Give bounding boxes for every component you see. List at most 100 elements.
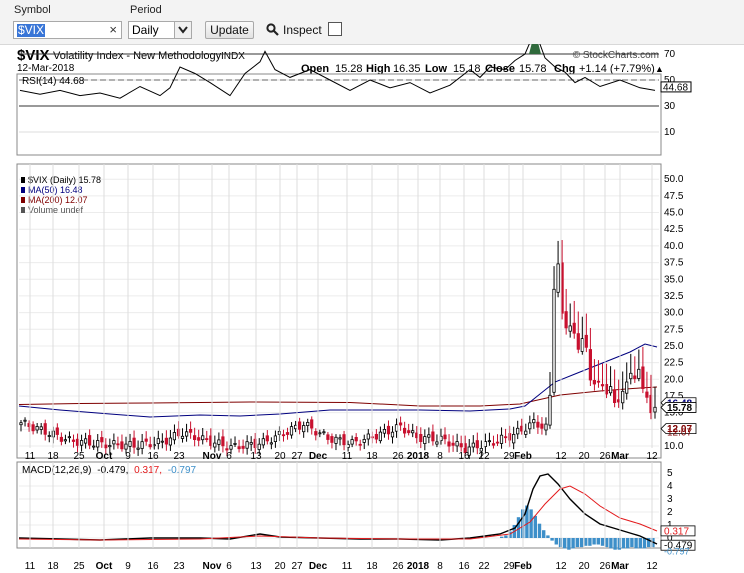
date-tick: 20 <box>578 561 590 572</box>
macd-hist-bar <box>542 530 546 538</box>
price-candle <box>334 434 338 451</box>
macd-hist-bar <box>584 538 588 546</box>
candle-body <box>184 431 189 437</box>
macd-hist-bar <box>588 538 592 546</box>
date-tick: 25 <box>73 561 85 572</box>
inspect-checkbox[interactable] <box>328 22 342 36</box>
date-tick: 18 <box>47 561 59 572</box>
candle-body <box>443 434 447 440</box>
candle-body <box>645 391 649 398</box>
stock-chart[interactable]: $VIX Volatility Index - New Methodology … <box>0 44 744 573</box>
candle-body <box>92 445 96 448</box>
date-tick: 13 <box>250 451 262 462</box>
price-candle <box>402 421 407 438</box>
period-select[interactable]: Daily <box>128 21 192 39</box>
chg-label: Chg <box>554 63 575 75</box>
period-label: Period <box>130 4 162 16</box>
chevron-down-icon[interactable] <box>174 22 191 38</box>
ma200-tag-2: 12.07 <box>667 428 692 439</box>
price-candle <box>84 432 88 449</box>
candle-body <box>281 434 286 437</box>
price-candle <box>273 430 278 448</box>
price-candle <box>544 417 548 436</box>
price-candle <box>120 434 124 452</box>
price-candle <box>237 439 241 453</box>
macd-label-prefix: MACD(12,26,9) <box>22 465 91 476</box>
candle-body <box>350 439 354 445</box>
price-candle <box>382 423 387 438</box>
date-tick: 9 <box>125 451 131 462</box>
price-candle <box>499 427 504 449</box>
candle-body <box>104 444 108 449</box>
candle-body <box>507 433 512 441</box>
candle-body <box>411 430 415 434</box>
price-candle <box>31 421 35 435</box>
price-candle <box>71 434 76 448</box>
rsi-value-tag <box>660 81 692 93</box>
price-axis: 50.0 47.5 45.0 42.5 40.0 37.5 35.0 32.5 30.0 27.5… <box>660 174 697 452</box>
date-tick: 27 <box>291 451 303 462</box>
date-tick: 23 <box>173 451 185 462</box>
candle-body <box>503 436 508 439</box>
price-tick: 25.0 <box>664 341 684 352</box>
candle-body <box>221 436 225 447</box>
price-candle <box>528 415 532 434</box>
date-tick: 22 <box>478 561 490 572</box>
price-candle <box>55 423 59 440</box>
price-candle <box>491 435 496 449</box>
candle-body <box>455 441 459 447</box>
symbol-field[interactable]: $VIX × <box>13 21 122 39</box>
symbol-input[interactable] <box>16 23 104 37</box>
price-tick: 30.0 <box>664 308 684 319</box>
candle-body <box>168 437 172 446</box>
chart-exchange: INDX <box>221 51 245 62</box>
clear-icon[interactable]: × <box>109 22 117 37</box>
date-tick: Dec <box>309 561 328 572</box>
candle-body <box>314 431 318 436</box>
price-candle <box>197 429 201 447</box>
price-candle <box>35 422 39 434</box>
candle-body <box>495 441 500 444</box>
candle-body <box>633 375 637 380</box>
ma50-line <box>18 343 658 418</box>
price-candle <box>613 369 617 408</box>
search-icon <box>266 23 279 36</box>
price-tick: 27.5 <box>664 324 684 335</box>
price-candle <box>633 356 637 383</box>
price-candle <box>471 435 475 453</box>
price-candle <box>536 415 540 434</box>
update-button[interactable]: Update <box>205 21 254 39</box>
date-tick: 11 <box>25 561 36 572</box>
macd-hist-bar <box>579 538 584 548</box>
date-tick: 16 <box>147 561 159 572</box>
price-candle <box>100 430 104 448</box>
candle-body <box>423 436 427 445</box>
price-candle <box>576 311 580 354</box>
price-candle <box>249 436 253 451</box>
date-tick: 8 <box>437 451 443 462</box>
price-candle <box>467 438 471 460</box>
price-candle <box>80 434 84 452</box>
candle-body <box>261 438 265 446</box>
date-tick: 8 <box>437 561 443 572</box>
price-candle <box>580 316 584 355</box>
legend-swatch <box>21 177 25 183</box>
price-candle <box>459 435 463 452</box>
candle-body <box>31 424 35 432</box>
candle-body <box>516 427 520 435</box>
price-candle <box>88 429 92 450</box>
price-candle <box>564 288 568 335</box>
price-tick: 42.5 <box>664 224 684 235</box>
candle-body <box>447 441 451 447</box>
period-value: Daily <box>132 23 159 37</box>
candle-body <box>293 424 298 430</box>
macd-hist-bar <box>613 538 617 550</box>
price-candle <box>495 434 500 446</box>
close-value: 15.78 <box>519 63 547 75</box>
candle-body <box>289 426 294 436</box>
price-candle <box>47 431 51 443</box>
date-tick: 27 <box>291 561 303 572</box>
candle-body <box>75 438 80 446</box>
candle-body <box>459 443 463 448</box>
candle-body <box>552 288 556 393</box>
